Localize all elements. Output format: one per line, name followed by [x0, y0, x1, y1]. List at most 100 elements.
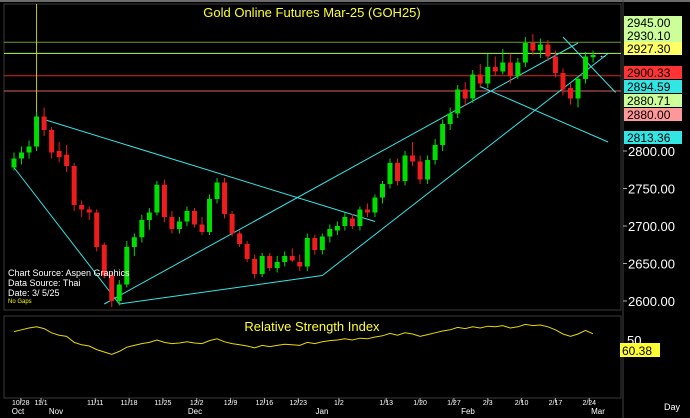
x-date-label-7: 12/16 — [256, 400, 274, 407]
candle-body-66 — [507, 62, 513, 76]
price-label-box-0 — [624, 16, 682, 29]
candle-body-9 — [79, 205, 85, 210]
price-label-text-6: 2880.00 — [627, 108, 671, 122]
price-label-text-2: 2927.30 — [627, 42, 671, 56]
y-tick-label-0: 2600.00 — [628, 294, 675, 309]
price-panel-border — [3, 3, 622, 311]
x-date-label-15: 2/17 — [549, 400, 563, 407]
candle-body-62 — [477, 74, 483, 84]
rsi-last-value-box — [620, 343, 660, 357]
x-date-label-6: 12/9 — [224, 400, 238, 407]
candle-body-22 — [176, 221, 182, 229]
price-label-text-1: 2930.10 — [627, 29, 671, 43]
candle-body-36 — [282, 256, 288, 262]
channel-desc-upper — [43, 119, 376, 222]
rsi-line — [13, 323, 594, 355]
chart-title: Gold Online Futures Mar-25 (GOH25) — [203, 5, 420, 20]
candle-body-13 — [109, 275, 115, 301]
price-label-text-0: 2945.00 — [627, 16, 671, 30]
candle-body-25 — [199, 224, 205, 232]
candle-body-10 — [86, 209, 92, 213]
candle-body-42 — [327, 229, 333, 237]
x-date-label-5: 12/2 — [190, 400, 204, 407]
candle-body-77 — [590, 55, 596, 58]
price-label-box-7 — [624, 131, 682, 144]
x-date-label-8: 12/23 — [289, 400, 307, 407]
last-price-marker: ← — [599, 51, 607, 60]
x-month-label-1: Nov — [49, 407, 63, 416]
y-tick-label-2: 2700.00 — [628, 219, 675, 234]
price-label-text-4: 2894.59 — [627, 80, 671, 94]
candle-body-32 — [252, 259, 258, 274]
x-month-label-5: Mar — [591, 407, 605, 416]
candle-body-7 — [64, 154, 70, 166]
x-date-label-13: 2/3 — [483, 400, 493, 407]
candle-body-44 — [342, 217, 348, 226]
candle-body-19 — [154, 184, 160, 213]
x-date-label-16: 2/24 — [582, 400, 596, 407]
candle-body-71 — [545, 44, 551, 57]
chart-info-block: Chart Source: Aspen Graphics Data Source… — [8, 268, 130, 306]
candle-body-61 — [470, 74, 476, 99]
candle-body-49 — [379, 184, 385, 198]
candle-body-23 — [184, 211, 190, 222]
x-date-label-10: 1/13 — [379, 400, 393, 407]
candle-body-2 — [26, 146, 32, 153]
x-date-label-0: 10/28 — [12, 400, 30, 407]
candle-body-14 — [116, 284, 122, 301]
candle-body-55 — [425, 160, 431, 180]
date-text: Date: 3/ 5/25 — [8, 288, 60, 298]
candle-body-54 — [417, 161, 423, 180]
candle-body-3 — [34, 116, 40, 147]
candle-body-33 — [259, 256, 265, 274]
x-month-label-4: Feb — [461, 407, 475, 416]
candle-body-74 — [567, 88, 573, 99]
candle-body-67 — [515, 62, 521, 76]
y-tick-label-3: 2750.00 — [628, 182, 675, 197]
candle-body-11 — [94, 212, 100, 247]
price-label-text-5: 2880.71 — [627, 94, 671, 108]
candle-body-29 — [229, 214, 235, 234]
price-label-box-3 — [624, 66, 682, 79]
price-label-text-7: 2813.36 — [627, 131, 671, 145]
candle-body-45 — [349, 218, 355, 226]
price-label-box-4 — [624, 80, 682, 93]
data-source-text: Data Source: Thai — [8, 278, 81, 288]
candle-body-68 — [522, 43, 528, 63]
channel-asc-upper — [103, 42, 579, 305]
candle-body-16 — [131, 237, 137, 247]
candle-body-72 — [552, 56, 558, 73]
candle-body-41 — [319, 236, 325, 250]
x-period-label: Day — [664, 402, 681, 412]
candle-body-40 — [312, 238, 318, 250]
channel-desc-lower-a — [13, 167, 120, 305]
candle-body-15 — [124, 247, 130, 285]
candle-body-43 — [334, 226, 340, 231]
x-date-label-14: 2/10 — [515, 400, 529, 407]
chart-source-text: Chart Source: Aspen Graphics — [8, 268, 130, 278]
candle-body-1 — [19, 152, 25, 159]
x-date-label-3: 11/18 — [121, 400, 138, 407]
candle-body-12 — [101, 244, 107, 276]
x-date-label-12: 1/27 — [447, 400, 461, 407]
candle-body-21 — [169, 217, 175, 229]
candle-body-75 — [575, 79, 581, 99]
price-label-box-2 — [624, 42, 682, 55]
candle-body-51 — [395, 163, 401, 181]
price-label-box-5 — [624, 94, 682, 107]
candle-body-17 — [139, 220, 145, 238]
price-label-box-6 — [624, 108, 682, 121]
candle-body-59 — [455, 89, 461, 114]
candle-body-20 — [161, 184, 167, 217]
candle-body-46 — [357, 209, 363, 226]
candle-body-0 — [11, 158, 17, 168]
candle-body-58 — [447, 113, 453, 124]
candle-body-50 — [387, 163, 393, 184]
candle-body-73 — [560, 73, 566, 90]
candle-body-35 — [274, 262, 280, 268]
candle-body-26 — [207, 199, 213, 232]
rsi-title: Relative Strength Index — [244, 319, 380, 334]
x-month-label-2: Dec — [188, 407, 202, 416]
candle-body-30 — [237, 233, 243, 244]
candle-body-76 — [583, 56, 589, 79]
